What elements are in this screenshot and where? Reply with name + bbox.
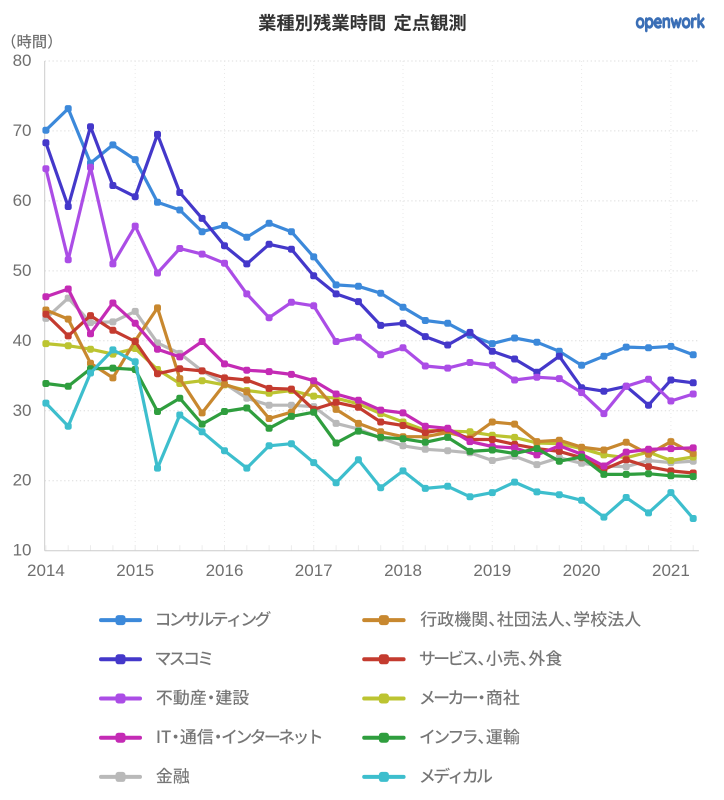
- svg-text:30: 30: [13, 401, 32, 420]
- svg-text:2018: 2018: [384, 561, 422, 580]
- svg-text:2016: 2016: [206, 561, 244, 580]
- svg-text:2014: 2014: [27, 561, 65, 580]
- svg-text:50: 50: [13, 261, 32, 280]
- svg-text:20: 20: [13, 471, 32, 490]
- svg-text:2019: 2019: [473, 561, 511, 580]
- svg-text:80: 80: [13, 51, 32, 70]
- svg-text:10: 10: [13, 541, 32, 560]
- svg-text:70: 70: [13, 121, 32, 140]
- svg-text:2020: 2020: [563, 561, 601, 580]
- svg-text:2017: 2017: [295, 561, 333, 580]
- svg-text:40: 40: [13, 331, 32, 350]
- svg-text:2021: 2021: [652, 561, 690, 580]
- svg-text:2015: 2015: [116, 561, 154, 580]
- svg-text:60: 60: [13, 191, 32, 210]
